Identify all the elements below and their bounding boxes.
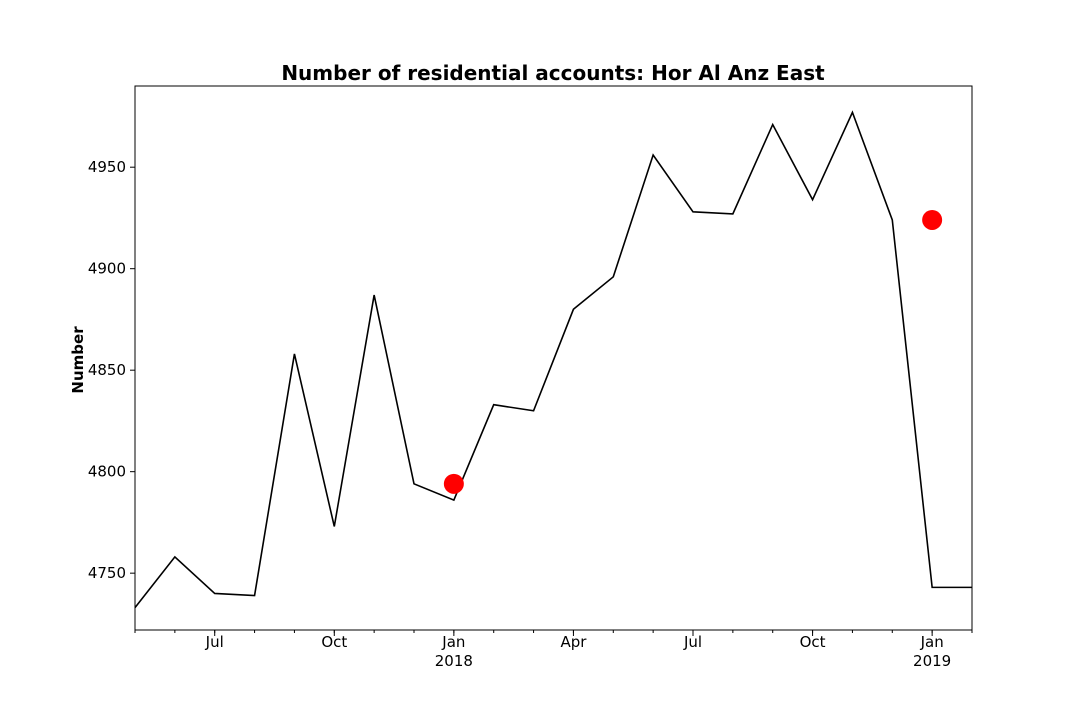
y-tick-label: 4900 [88,260,126,278]
x-tick-label: Jul [683,633,702,651]
plot-frame [134,85,973,631]
y-tick-label: 4850 [88,361,126,379]
series-layer [134,110,972,609]
x-tick-label: Jan [441,633,465,651]
x-tick-label: Jul [205,633,224,651]
y-axis-label: Number [69,326,87,394]
series-line [134,110,972,609]
y-tick-label: 4950 [88,158,126,176]
highlight-points [443,209,943,494]
chart-title: Number of residential accounts: Hor Al A… [281,61,825,85]
x-tick-label: Jan [920,633,944,651]
x-tick-label: Apr [560,633,587,651]
highlight-point [443,473,464,494]
x-tick-label: Oct [321,633,347,651]
x-tick-year-label: 2019 [913,652,951,670]
y-tick-label: 4750 [88,564,126,582]
x-tick-label: Oct [800,633,826,651]
x-tick-year-label: 2018 [435,652,473,670]
highlight-point [922,209,943,230]
y-tick-label: 4800 [88,463,126,481]
